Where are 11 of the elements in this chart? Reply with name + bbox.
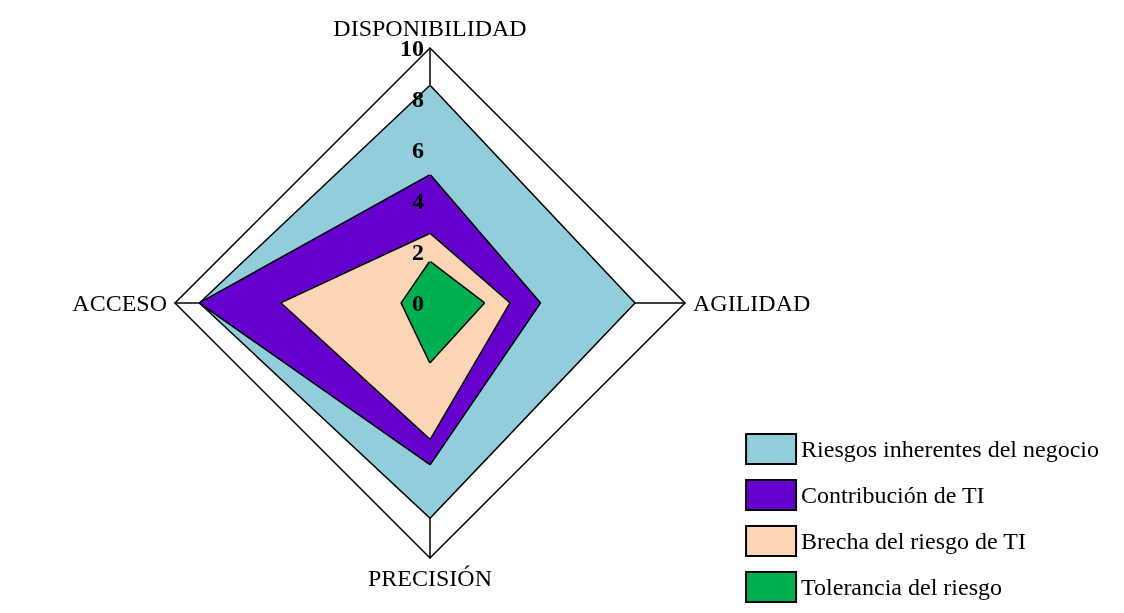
legend-label: Tolerancia del riesgo: [801, 574, 1002, 600]
spoke-label: ACCESO: [72, 290, 167, 316]
y-tick-label: 4: [412, 188, 424, 214]
spoke-label: AGILIDAD: [693, 290, 811, 316]
legend-label: Brecha del riesgo de TI: [801, 528, 1026, 554]
y-tick-label: 6: [412, 137, 424, 163]
y-tick-label: 2: [412, 239, 424, 265]
spoke-label: PRECISIÓN: [367, 565, 493, 591]
y-tick-label: 0: [412, 290, 424, 316]
legend-label: Contribución de TI: [801, 482, 985, 508]
legend-label: Riesgos inherentes del negocio: [801, 436, 1100, 462]
